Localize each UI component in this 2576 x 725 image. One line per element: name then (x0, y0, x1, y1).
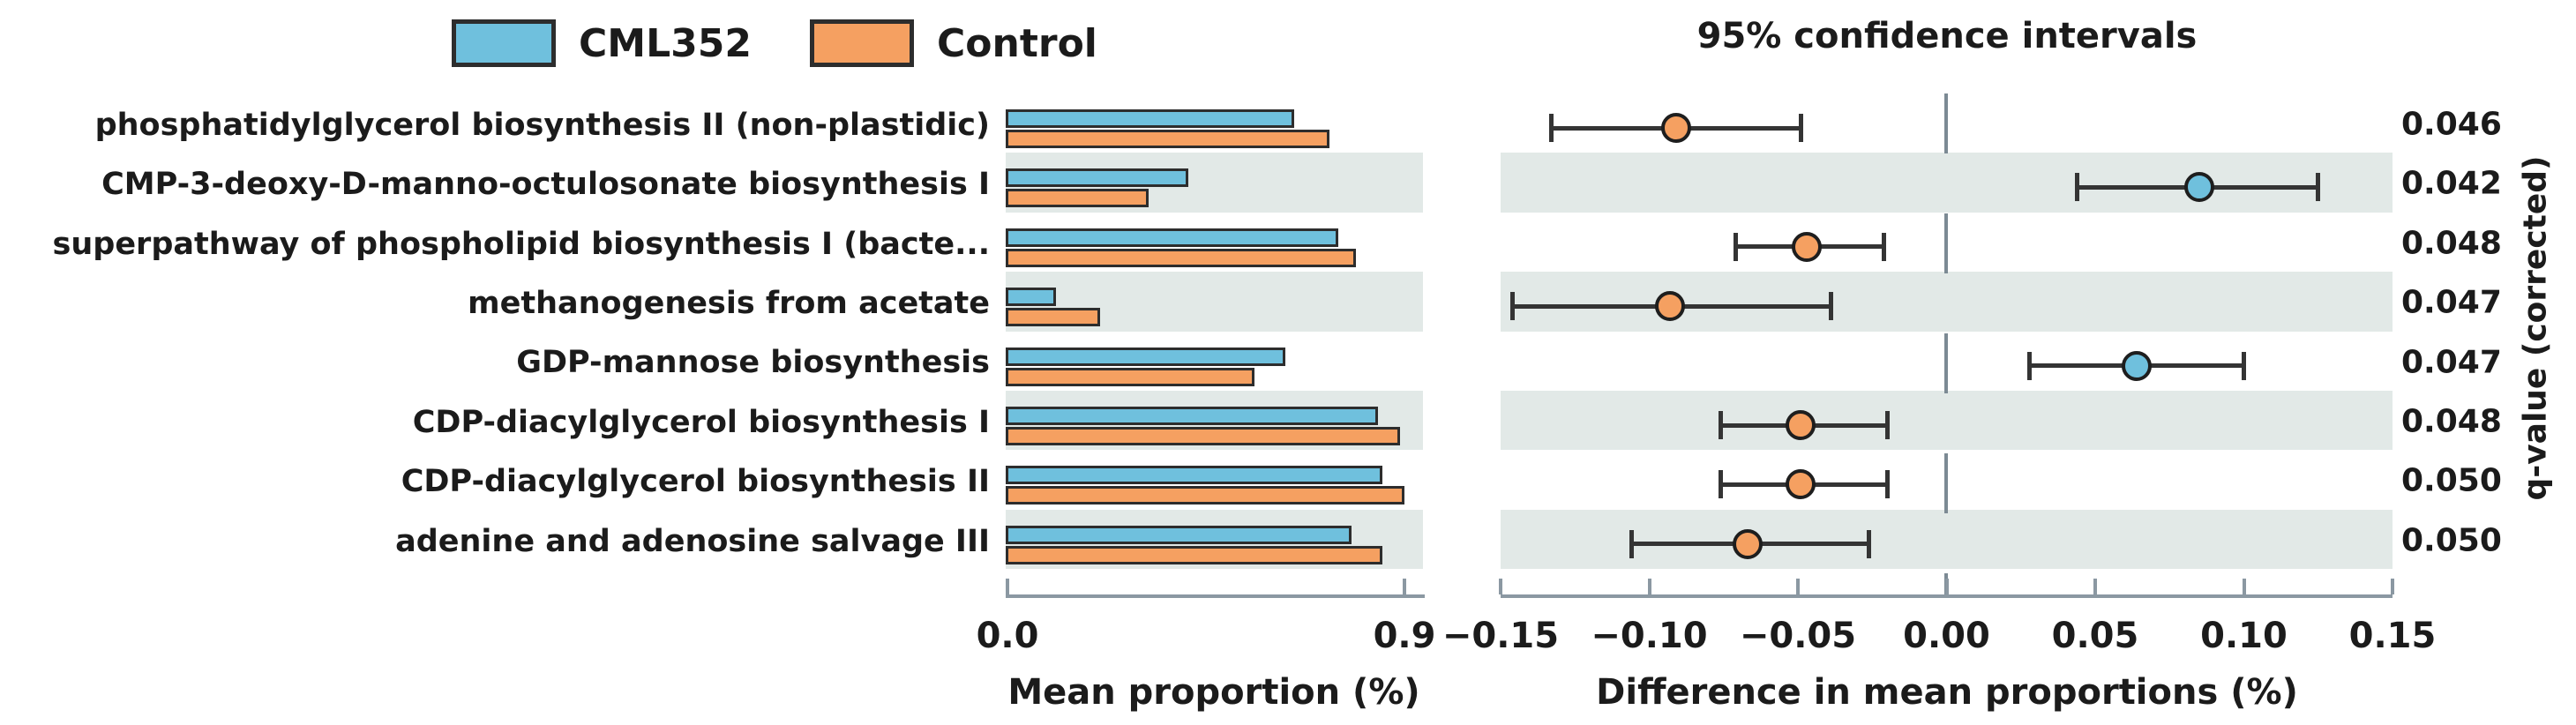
ci-whisker-cap (1828, 292, 1833, 321)
x-axis-tick-label: 0.10 (2200, 616, 2288, 656)
q-value: 0.042 (2401, 165, 2502, 202)
legend-item-cml352: CML352 (452, 19, 752, 67)
ci-mean-dot-control (1792, 231, 1823, 262)
ci-mean-dot-control (1655, 291, 1686, 322)
left-axis-title: Mean proportion (%) (1007, 672, 1420, 713)
legend-item-control: Control (810, 19, 1097, 67)
ci-mean-dot-cml352 (2183, 172, 2214, 203)
x-axis-tick-label: 0.9 (1373, 616, 1436, 656)
q-value: 0.050 (2401, 462, 2502, 499)
right-x-axis-line (1501, 594, 2393, 598)
ci-mean-dot-control (1660, 113, 1691, 144)
ci-whisker-cap (1882, 232, 1887, 261)
q-value: 0.048 (2401, 403, 2502, 440)
mean-proportion-bar-cml352 (1006, 525, 1352, 544)
category-label: superpathway of phospholipid biosynthesi… (52, 226, 990, 262)
q-value: 0.047 (2401, 284, 2502, 321)
mean-proportion-bar-cml352 (1006, 288, 1056, 307)
ci-whisker-cap (2316, 173, 2321, 202)
ci-whisker-cap (1718, 470, 1723, 499)
x-axis-tick (2242, 579, 2246, 594)
legend-label-cml352: CML352 (579, 20, 752, 66)
ci-whisker-cap (2075, 173, 2080, 202)
mean-proportion-bar-cml352 (1006, 347, 1285, 366)
ci-mean-dot-control (1732, 528, 1763, 559)
q-value: 0.048 (2401, 225, 2502, 262)
x-axis-tick (1006, 579, 1009, 594)
x-axis-tick (1944, 579, 1949, 594)
right-axis-title: Difference in mean proportions (%) (1596, 672, 2298, 713)
mean-proportion-bar-control (1006, 308, 1100, 327)
legend-swatch-cml352 (452, 19, 556, 67)
mean-proportion-bar-cml352 (1006, 168, 1188, 188)
x-axis-tick (1796, 579, 1800, 594)
category-label: CMP-3-deoxy-D-manno-octulosonate biosynt… (101, 167, 990, 203)
q-value: 0.047 (2401, 344, 2502, 381)
q-value: 0.050 (2401, 522, 2502, 559)
category-label: GDP-mannose biosynthesis (516, 345, 990, 381)
ci-whisker-cap (1733, 232, 1738, 261)
mean-proportion-bar-control (1006, 427, 1400, 445)
legend-label-control: Control (937, 20, 1097, 66)
category-label: CDP-diacylglycerol biosynthesis II (401, 464, 990, 500)
x-axis-tick-label: −0.05 (1739, 616, 1857, 656)
mean-proportion-bar-cml352 (1006, 228, 1338, 247)
category-label: phosphatidylglycerol biosynthesis II (no… (94, 107, 990, 143)
mean-proportion-bar-cml352 (1006, 466, 1382, 485)
ci-mean-dot-cml352 (2122, 350, 2153, 381)
ci-whisker-cap (1629, 529, 1634, 558)
mean-proportion-bar-control (1006, 189, 1149, 208)
ci-whisker-cap (2242, 351, 2246, 380)
ci-whisker-cap (1509, 292, 1515, 321)
q-value: 0.046 (2401, 106, 2502, 143)
ci-whisker-cap (1548, 114, 1554, 143)
x-axis-tick-label: −0.15 (1442, 616, 1560, 656)
mean-proportion-bar-control (1006, 367, 1254, 386)
ci-whisker-cap (2027, 351, 2033, 380)
x-axis-tick (2093, 579, 2097, 594)
confidence-intervals-title: 95% confidence intervals (1696, 16, 2198, 56)
mean-proportion-bar-control (1006, 486, 1404, 505)
x-axis-tick (1499, 579, 1502, 594)
category-label: methanogenesis from acetate (468, 285, 990, 321)
mean-proportion-bar-control (1006, 545, 1382, 564)
category-label: CDP-diacylglycerol biosynthesis I (412, 404, 990, 440)
x-axis-tick-label: 0.00 (1903, 616, 1990, 656)
mean-proportion-bar-control (1006, 130, 1329, 148)
ci-mean-dot-control (1786, 469, 1816, 500)
ci-whisker-cap (1884, 470, 1890, 499)
ci-whisker-cap (1718, 411, 1723, 440)
left-x-axis-line (1006, 594, 1425, 598)
mean-proportion-bar-cml352 (1006, 109, 1294, 128)
x-axis-tick (1403, 579, 1406, 594)
x-axis-tick-label: 0.0 (976, 616, 1039, 656)
x-axis-tick-label: 0.15 (2348, 616, 2437, 656)
q-value-axis-title: q-value (corrected) (2517, 155, 2554, 501)
mean-proportion-bar-cml352 (1006, 407, 1378, 425)
x-axis-tick (2391, 579, 2394, 594)
x-axis-tick (1647, 579, 1651, 594)
ci-whisker-cap (1798, 114, 1803, 143)
mean-proportion-bar-control (1006, 248, 1356, 267)
ci-whisker-cap (1867, 529, 1872, 558)
zero-reference-line (1944, 93, 1948, 594)
x-axis-tick-label: −0.10 (1591, 616, 1708, 656)
x-axis-tick-label: 0.05 (2051, 616, 2139, 656)
ci-whisker-cap (1884, 411, 1890, 440)
legend-swatch-control (810, 19, 914, 67)
ci-mean-dot-control (1786, 410, 1816, 441)
category-label: adenine and adenosine salvage III (395, 523, 990, 559)
